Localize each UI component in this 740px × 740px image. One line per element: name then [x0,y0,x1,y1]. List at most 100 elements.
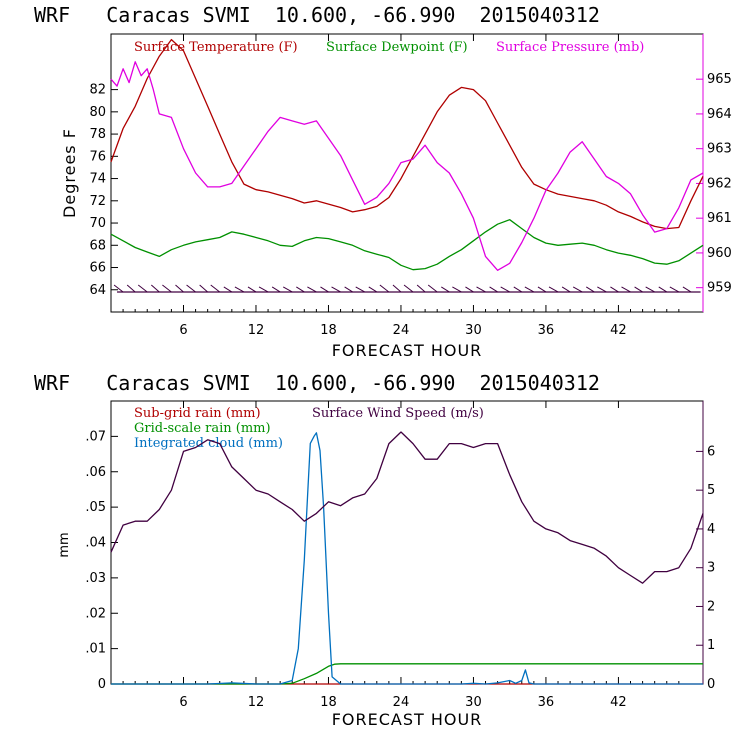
wind-barb [441,286,450,293]
x-tick-label: 36 [538,695,555,710]
x-tick-label: 36 [538,323,555,338]
bottom-y-axis-right: 0 1 2 3 4 5 6 [696,401,715,692]
wind-barb [621,286,631,293]
surface-pressure-mb-line [110,61,704,271]
wind-barb [368,286,378,293]
y2-tick-label: 964 [707,107,732,122]
wind-barb [113,284,124,293]
wind-barb [452,286,462,293]
wind-barb [126,284,136,293]
y2-tick-label: 961 [707,211,732,226]
y-tick-label: .07 [85,429,106,444]
wind-barb [561,286,571,293]
wind-barb [379,284,390,293]
wind-barb [658,286,668,293]
y2-tick-label: 0 [707,677,715,692]
y-tick-label: 80 [89,105,106,120]
wind-barb [513,286,523,293]
y-tick-label: 74 [89,172,106,187]
y-tick-label: 70 [89,216,106,231]
x-tick-label: 12 [248,323,265,338]
bottom-panel-title: WRF Caracas SVMI 10.600, -66.990 2015040… [34,371,600,395]
x-tick-label: 30 [465,695,482,710]
x-tick-label: 24 [393,323,410,338]
y-tick-label: 64 [89,283,106,298]
y-tick-label: 82 [89,83,106,98]
bottom-y-axis-label: mm [57,532,72,557]
top-y-axis-label: Degrees F [60,128,79,218]
x-tick-label: 24 [393,695,410,710]
x-tick-label: 18 [320,695,337,710]
y2-tick-label: 959 [707,281,732,296]
wind-barb [355,286,365,293]
wind-barb [320,286,329,293]
wind-barb [634,286,643,293]
wind-barb [331,286,341,293]
y-tick-label: .01 [85,642,106,657]
wind-barb [296,286,305,293]
wind-barb [427,284,438,293]
wind-barb [162,284,172,293]
top-series [110,38,704,271]
y-tick-label: .04 [85,536,106,551]
wind-barb [271,286,281,293]
wind-barb [403,284,414,293]
x-tick-label: 42 [610,323,627,338]
integrated-cloud-mm-line [111,432,703,685]
wind-barb [258,286,269,293]
wind-barb [186,284,196,293]
y-tick-label: .03 [85,571,106,586]
wind-barb [586,286,595,293]
y-tick-label: 76 [89,149,106,164]
wind-barb [137,284,148,293]
top-y-axis-right: 959 960 961 962 963 964 965 [696,34,732,312]
x-tick-label: 18 [320,323,337,338]
wind-barb [500,286,510,293]
wind-barb [548,286,559,293]
top-legend: Surface Temperature (F) Surface Dewpoint… [134,40,644,55]
bottom-series [110,431,704,685]
wind-barb [610,286,619,293]
legend-surface-temperature: Surface Temperature (F) [134,40,298,55]
top-plot-frame [110,33,704,313]
legend-subgrid-rain: Sub-grid rain (mm) [134,406,261,421]
y2-tick-label: 960 [707,246,732,261]
wind-barb [150,284,160,293]
wind-barb [416,284,426,293]
wind-barb [682,286,692,293]
top-y-axis-left: 64 66 68 70 72 74 76 78 80 82 [89,83,118,298]
surface-wind-speed-m-s-line [110,431,704,584]
legend-surface-wind-speed: Surface Wind Speed (m/s) [312,406,484,421]
legend-surface-dewpoint: Surface Dewpoint (F) [326,40,468,55]
wind-barbs [113,284,701,293]
y2-tick-label: 963 [707,142,732,157]
wind-barb [223,286,233,293]
x-tick-label: 6 [179,323,187,338]
y-tick-label: 66 [89,261,106,276]
y-tick-label: 68 [89,238,106,253]
grid-scale-rain-mm-line [111,663,703,685]
wind-barb [524,286,535,293]
wind-barb [476,286,486,293]
y2-tick-label: 4 [707,522,715,537]
y-tick-label: 78 [89,127,106,142]
legend-surface-pressure: Surface Pressure (mb) [496,40,644,55]
x-tick-label: 42 [610,695,627,710]
y2-tick-label: 1 [707,638,715,653]
x-tick-label: 30 [465,323,482,338]
y2-tick-label: 2 [707,599,715,614]
wind-barb [572,286,583,293]
wind-barb [307,286,317,293]
wind-barb [489,286,498,293]
temperature-panel: WRF Caracas SVMI 10.600, -66.990 2015040… [34,3,732,360]
precip-panel: WRF Caracas SVMI 10.600, -66.990 2015040… [34,371,715,729]
wind-barb [537,286,547,293]
y-tick-label: 0 [98,677,106,692]
surface-dewpoint-f-line [110,219,704,271]
wind-barb [597,286,607,293]
wind-barb [175,284,184,293]
bottom-y-axis-left: 0 .01 .02 .03 .04 .05 .06 .07 [85,429,118,692]
surface-temperature-f-line [110,38,704,230]
y2-tick-label: 962 [707,176,732,191]
